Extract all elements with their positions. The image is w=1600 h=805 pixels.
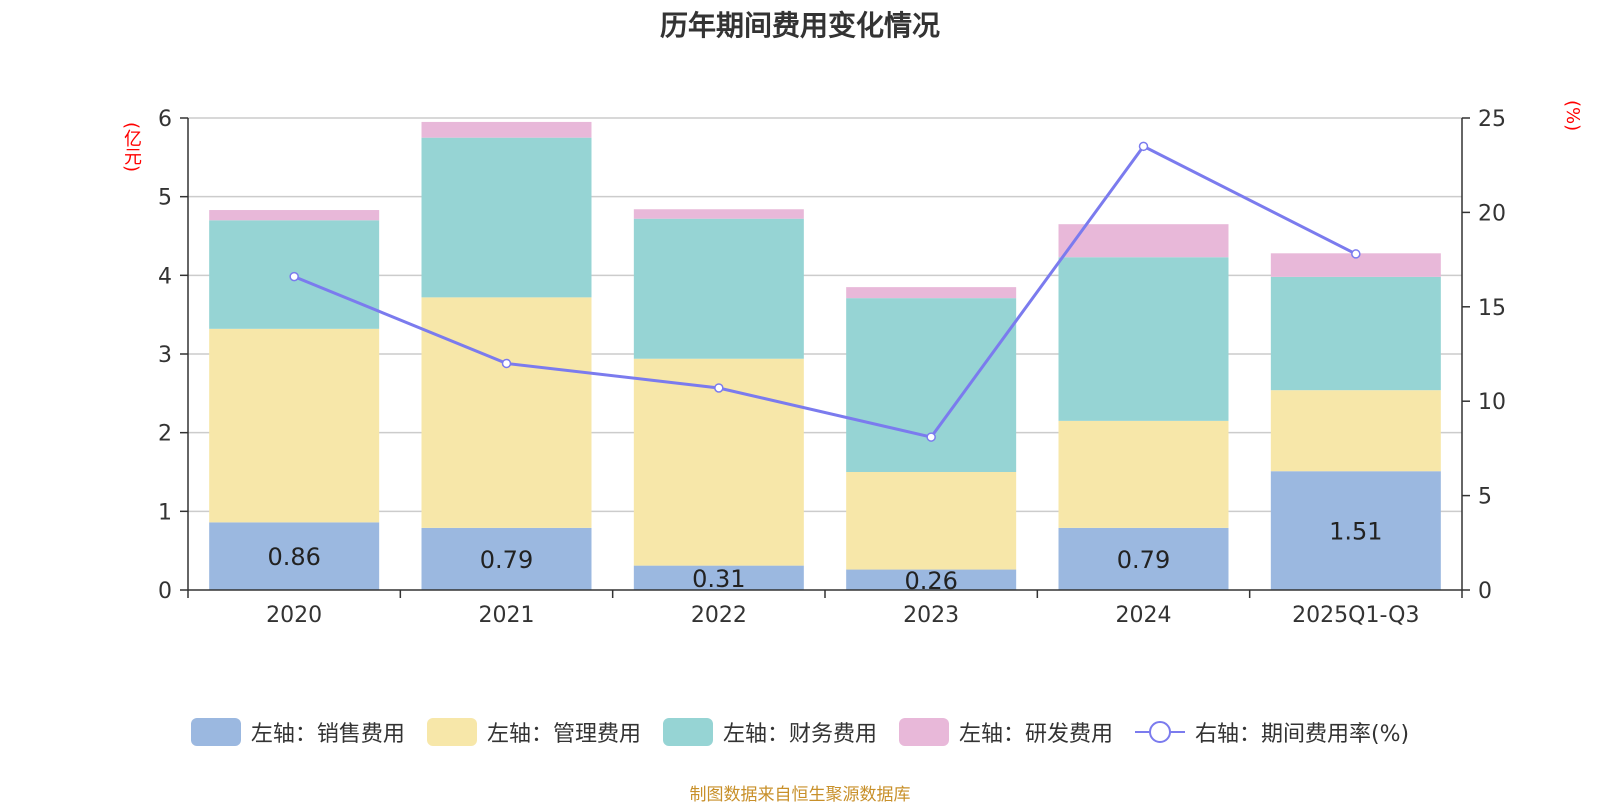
bar-data-label: 0.79	[480, 546, 533, 574]
bar-segment	[846, 472, 1017, 570]
rate-point	[1138, 141, 1149, 152]
x-axis-tick-label: 2023	[903, 603, 959, 628]
bar-segment	[1058, 420, 1229, 528]
bar-segment	[1058, 224, 1229, 258]
legend-swatch-finance	[662, 718, 713, 746]
chart-title: 历年期间费用变化情况	[659, 9, 940, 42]
legend-item-finance[interactable]: 左轴：财务费用	[662, 716, 877, 748]
legend-swatch-rnd	[898, 718, 949, 746]
left-axis-tick-label: 5	[158, 186, 172, 211]
bar-segment	[846, 569, 1017, 590]
left-axis-tick-label: 2	[158, 422, 172, 447]
rate-point	[289, 271, 299, 282]
bar-segment	[633, 565, 804, 590]
bar-segment	[421, 121, 592, 138]
x-axis-tick-label: 2020	[266, 603, 322, 628]
bar-data-label: 0.79	[1117, 546, 1170, 574]
legend-item-admin[interactable]: 左轴：管理费用	[426, 716, 641, 748]
right-axis-tick-label: 20	[1478, 201, 1506, 226]
bar-segment	[209, 328, 380, 523]
left-axis-tick-label: 4	[158, 264, 172, 289]
rate-point	[1351, 249, 1361, 259]
data-source-note: 制图数据来自恒生聚源数据库	[689, 785, 911, 805]
legend-item-rnd[interactable]: 左轴：研发费用	[898, 716, 1113, 748]
rate-point	[714, 383, 724, 393]
legend-label-rnd: 左轴：研发费用	[958, 722, 1113, 747]
right-axis-tick-label: 25	[1478, 107, 1506, 132]
bar-segment	[1270, 471, 1441, 590]
right-axis-unit: (%)	[1562, 100, 1583, 132]
rate-point	[926, 432, 936, 442]
bar-segment	[421, 297, 592, 528]
left-axis-unit: (亿元)	[121, 122, 142, 173]
legend-item-sales[interactable]: 左轴：销售费用	[190, 716, 405, 748]
bar-segment	[633, 358, 804, 566]
rate-line	[293, 144, 1357, 439]
legend-label-admin: 左轴：管理费用	[486, 722, 641, 747]
right-axis-tick-label: 0	[1478, 579, 1492, 604]
bar-segment	[633, 209, 804, 219]
legend-item-rate[interactable]: 右轴：期间费用率(%)	[1134, 716, 1410, 748]
bar-segment	[421, 137, 592, 298]
left-axis-tick-label: 0	[158, 579, 172, 604]
bar-segment	[209, 522, 380, 590]
legend: 左轴：销售费用 左轴：管理费用 左轴：财务费用 左轴：研发费用 右轴：期间费用率…	[0, 716, 1600, 748]
bar-data-label: 0.31	[692, 565, 745, 593]
bar-segment	[209, 210, 380, 221]
right-axis-tick-label: 10	[1478, 390, 1506, 415]
right-axis-tick-label: 5	[1478, 485, 1492, 510]
bar-segment	[1270, 276, 1441, 391]
legend-label-sales: 左轴：销售费用	[250, 722, 405, 747]
legend-swatch-sales	[190, 718, 241, 746]
bar-data-label: 1.51	[1329, 518, 1382, 546]
bar-segment	[633, 218, 804, 359]
x-axis-tick-label: 2021	[479, 603, 535, 628]
x-axis-tick-label: 2025Q1-Q3	[1292, 603, 1419, 628]
legend-swatch-admin	[426, 718, 477, 746]
bar-segment	[1058, 257, 1229, 421]
bar-segment	[1058, 527, 1229, 590]
bar-segment	[1270, 390, 1441, 472]
rate-point	[501, 358, 512, 369]
bar-data-label: 0.86	[267, 543, 320, 571]
x-axis-tick-label: 2022	[691, 603, 747, 628]
legend-label-finance: 左轴：财务费用	[722, 722, 877, 747]
left-axis-tick-label: 3	[158, 343, 172, 368]
x-axis-tick-label: 2024	[1116, 603, 1172, 628]
right-axis-tick-label: 15	[1478, 296, 1506, 321]
bar-segment	[846, 287, 1017, 299]
left-axis-tick-label: 6	[158, 107, 172, 132]
legend-label-rate: 右轴：期间费用率(%)	[1194, 722, 1410, 747]
left-axis-tick-label: 1	[158, 500, 172, 525]
bar-segment	[421, 527, 592, 590]
legend-line-marker-icon	[1134, 721, 1185, 743]
bar-segment	[846, 298, 1017, 472]
bar-segment	[1270, 253, 1441, 277]
